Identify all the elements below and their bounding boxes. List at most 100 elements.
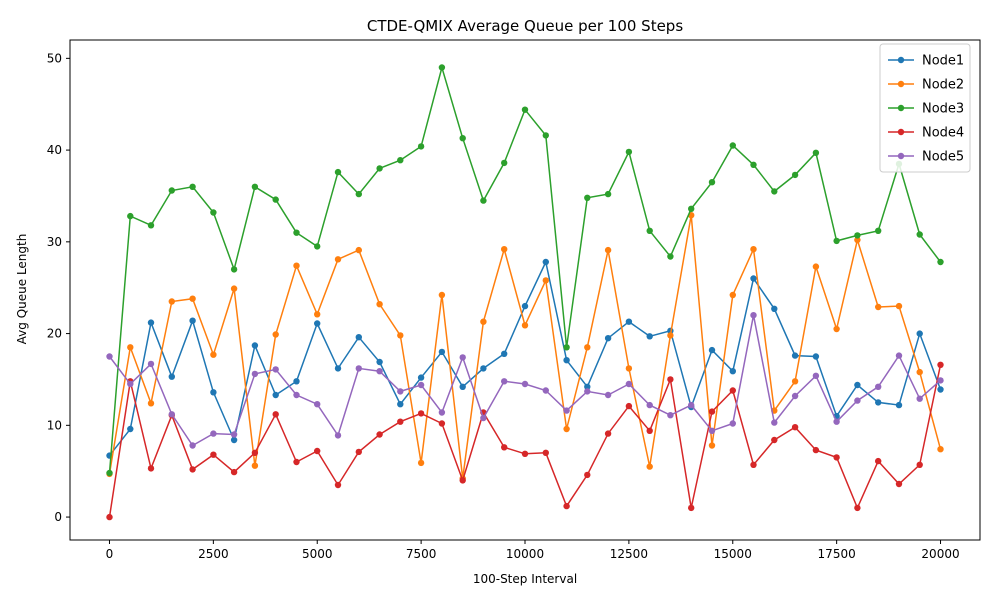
node3-point (251, 183, 259, 190)
node1-point (334, 365, 342, 372)
legend-item-node4: Node4 (888, 126, 964, 141)
node5-series (106, 312, 944, 449)
x-tick-label: 20000 (921, 547, 959, 561)
node5-point (210, 430, 217, 437)
node5-point (584, 388, 591, 395)
node4-point (916, 461, 923, 468)
x-tick-label: 17500 (818, 547, 856, 561)
legend: Node1 Node2 Node3 Node4 Node5 (879, 43, 971, 173)
node1-point (314, 320, 321, 327)
node1-point (854, 381, 861, 389)
chart-title: CTDE-QMIX Average Queue per 100 Steps (367, 17, 683, 35)
node2-series (106, 212, 944, 482)
node4-point (625, 402, 633, 410)
node3-point (750, 161, 757, 168)
node5-point (376, 368, 383, 375)
legend-item-node2: Node2 (888, 78, 964, 93)
node3-point (376, 165, 383, 172)
node2-point (854, 236, 861, 244)
node2-point (791, 378, 799, 385)
legend-item-node1: Node1 (888, 54, 964, 69)
node5-point (833, 418, 840, 425)
node4-point (791, 424, 799, 431)
node2-point (417, 459, 425, 467)
node1-point (438, 348, 446, 356)
node2-point (355, 246, 362, 254)
node4-point (147, 465, 155, 472)
node3-point (127, 212, 134, 220)
node2-point (667, 332, 674, 339)
legend-box (879, 43, 971, 173)
node1-point (459, 383, 466, 390)
node3-point (334, 168, 342, 176)
node5-point (438, 409, 446, 416)
node2-point (937, 446, 944, 453)
node5-point (895, 352, 903, 359)
node5-point (750, 312, 757, 319)
node1-point (230, 436, 238, 444)
axes-layer: 0 2500 5000 7500 10000 12500 15000 17500 20000 0 1… (47, 39, 981, 561)
legend-label-node5: Node5 (922, 150, 964, 165)
node5-point (563, 407, 570, 414)
node4-point (210, 451, 217, 458)
node2-point (438, 291, 446, 299)
node4-point (438, 420, 446, 427)
node4-point (459, 477, 466, 484)
node4-point (667, 376, 674, 383)
node1-point (521, 302, 529, 310)
node5-point (771, 419, 778, 426)
node5-point (459, 354, 466, 361)
node5-point (501, 378, 508, 385)
legend-marker-node5 (897, 152, 905, 160)
x-tick-label: 7500 (406, 547, 437, 561)
node1-point (210, 389, 217, 396)
node2-point (334, 256, 342, 263)
node1-point (251, 342, 259, 349)
node1-point (750, 275, 757, 282)
node4-point (189, 466, 196, 473)
node3-point (625, 148, 633, 156)
node4-point (688, 504, 695, 512)
legend-item-node5: Node5 (888, 150, 964, 165)
node3-point (584, 194, 591, 201)
node3-point (667, 253, 674, 260)
node3-point (542, 132, 549, 139)
node3-point (210, 209, 217, 216)
node4-point (854, 504, 861, 512)
node4-point (833, 454, 840, 461)
node2-point (521, 322, 529, 329)
y-tick-label: 30 (47, 235, 62, 249)
node4-point (646, 427, 653, 434)
node2-point (875, 303, 882, 311)
node3-point (937, 258, 944, 266)
node1-point (646, 333, 653, 340)
node5-point (521, 380, 529, 388)
x-tick-label: 5000 (302, 547, 333, 561)
node1-point (417, 374, 425, 381)
node2-point (604, 246, 612, 254)
node3-point (355, 190, 362, 198)
node4-point (272, 411, 279, 418)
node1-point (812, 353, 820, 360)
node2-point (480, 318, 487, 325)
node5-point (272, 366, 279, 373)
node1-point (708, 346, 716, 354)
legend-marker-node4 (897, 128, 905, 136)
node2-point (210, 351, 217, 358)
node5-point (397, 388, 404, 395)
node3-point (189, 183, 196, 190)
plot-layer (106, 64, 944, 521)
node3-point (417, 143, 425, 150)
node5-point (646, 401, 653, 409)
node3-point (646, 227, 653, 234)
legend-label-node1: Node1 (922, 54, 964, 69)
node3-point (168, 187, 175, 194)
node5-point (106, 353, 113, 360)
node1-point (397, 401, 404, 408)
node2-point (625, 365, 633, 372)
node4-point (417, 410, 425, 417)
node3-point (771, 188, 778, 195)
node5-point (916, 395, 923, 402)
